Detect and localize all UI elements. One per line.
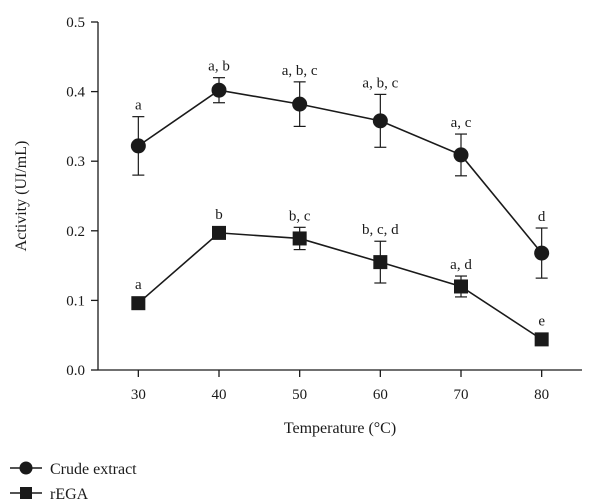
legend-label-crude-extract: Crude extract <box>50 461 137 478</box>
series-line-rega <box>137 232 543 341</box>
significance-label: e <box>538 313 545 329</box>
data-point-rega <box>292 231 307 246</box>
y-tick-label: 0.3 <box>66 154 85 170</box>
y-axis-ticks: 0.0 0.1 0.2 0.3 0.4 0.5 <box>66 15 98 379</box>
data-point-rega <box>373 255 388 270</box>
x-tick-label: 60 <box>373 387 388 403</box>
axes: 0.0 0.1 0.2 0.3 0.4 0.5 30 40 50 60 70 80 <box>66 15 582 403</box>
legend: Crude extract rEGA <box>10 461 137 503</box>
data-point-crude-extract <box>211 82 227 98</box>
data-point-rega <box>534 332 549 347</box>
data-point-rega <box>454 279 468 294</box>
legend-item-crude-extract: Crude extract <box>10 461 137 478</box>
significance-label: d <box>538 209 546 225</box>
y-axis-label: Activity (UI/mL) <box>13 141 30 252</box>
x-tick-label: 50 <box>292 387 307 403</box>
y-tick-label: 0.1 <box>66 293 85 309</box>
significance-label: a, c <box>451 115 472 131</box>
significance-label: a, b <box>208 59 230 75</box>
data-point-crude-extract <box>453 147 469 163</box>
x-tick-label: 80 <box>534 387 549 403</box>
y-tick-label: 0.0 <box>66 363 85 379</box>
significance-label: a, d <box>450 257 472 273</box>
significance-label: a <box>135 277 142 293</box>
significance-label: a, b, c <box>282 63 318 79</box>
significance-label: b, c, d <box>362 222 399 238</box>
x-axis-ticks: 30 40 50 60 70 80 <box>131 370 549 403</box>
data-point-crude-extract <box>130 138 146 154</box>
series-rega: a b b, c b, c, d a, d e <box>131 207 549 347</box>
data-point-crude-extract <box>534 245 550 261</box>
legend-marker-crude-extract <box>19 461 33 475</box>
x-axis-label: Temperature (°C) <box>284 420 396 437</box>
legend-label-rega: rEGA <box>50 486 89 503</box>
data-point-rega <box>131 296 146 311</box>
legend-marker-rega <box>20 487 32 499</box>
legend-item-regа: rEGA <box>10 486 89 503</box>
data-point-rega <box>212 225 226 240</box>
significance-label: a, b, c <box>362 75 398 91</box>
series-layer: a a, b a, b, c a, b, c a, c d a b b, c b, c, d a, … <box>130 59 550 347</box>
y-tick-label: 0.2 <box>66 224 85 240</box>
x-tick-label: 30 <box>131 387 146 403</box>
series-line-crude-extract <box>137 89 543 254</box>
significance-label: a <box>135 98 142 114</box>
y-tick-label: 0.5 <box>66 15 85 31</box>
y-tick-label: 0.4 <box>66 85 85 101</box>
x-tick-label: 40 <box>212 387 227 403</box>
data-point-crude-extract <box>372 113 388 129</box>
data-point-crude-extract <box>292 96 308 112</box>
significance-label: b <box>215 207 223 223</box>
series-crude-extract: a a, b a, b, c a, b, c a, c d <box>130 59 550 279</box>
significance-label: b, c <box>289 208 311 224</box>
x-tick-label: 70 <box>454 387 469 403</box>
